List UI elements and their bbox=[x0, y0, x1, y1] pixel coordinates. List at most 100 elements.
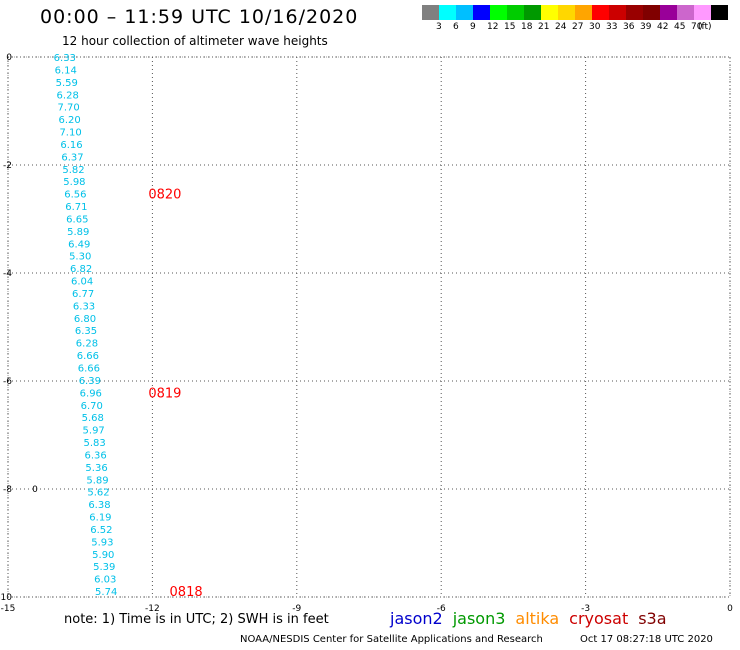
wave-height-label: 6.56 bbox=[64, 190, 86, 201]
legend-label: 30 bbox=[589, 22, 601, 32]
legend-label: 42 bbox=[657, 22, 669, 32]
wave-height-label: 5.30 bbox=[69, 252, 91, 263]
legend-label: 70 bbox=[691, 22, 703, 32]
mission-label: jason3 bbox=[452, 609, 506, 628]
wave-height-label: 5.89 bbox=[86, 475, 108, 486]
legend-swatch bbox=[626, 5, 643, 20]
wave-height-label: 6.03 bbox=[94, 575, 116, 586]
wave-height-label: 6.66 bbox=[78, 364, 100, 375]
chart-subtitle: 12 hour collection of altimeter wave hei… bbox=[62, 34, 328, 48]
wave-height-label: 6.37 bbox=[61, 152, 83, 163]
wave-height-label: 6.04 bbox=[71, 277, 93, 288]
legend-label: 27 bbox=[572, 22, 584, 32]
wave-height-label: 6.36 bbox=[84, 450, 106, 461]
x-tick-label: -6 bbox=[437, 604, 446, 614]
legend-label: 36 bbox=[623, 22, 635, 32]
legend-label: 3 bbox=[436, 22, 442, 32]
legend-swatch bbox=[456, 5, 473, 20]
wave-height-label: 5.39 bbox=[93, 562, 115, 573]
legend-swatch bbox=[643, 5, 660, 20]
wave-height-label: 5.97 bbox=[83, 426, 105, 437]
legend-swatch bbox=[592, 5, 609, 20]
wave-height-label: 6.28 bbox=[57, 90, 79, 101]
legend-swatch bbox=[558, 5, 575, 20]
legend-label: 18 bbox=[521, 22, 533, 32]
wave-height-label: 5.68 bbox=[82, 413, 104, 424]
wave-height-label: 6.33 bbox=[73, 301, 95, 312]
legend-swatch bbox=[507, 5, 524, 20]
wave-height-label: 6.49 bbox=[68, 239, 90, 250]
credit-line: NOAA/NESDIS Center for Satellite Applica… bbox=[240, 634, 543, 645]
wave-height-label: 5.36 bbox=[85, 463, 107, 474]
wave-height-label: 5.74 bbox=[95, 587, 117, 598]
wave-height-label: 6.39 bbox=[79, 376, 101, 387]
legend-swatch bbox=[439, 5, 456, 20]
footnote: note: 1) Time is in UTC; 2) SWH is in fe… bbox=[64, 612, 329, 627]
legend-label: 15 bbox=[504, 22, 516, 32]
wave-height-label: 5.93 bbox=[91, 537, 113, 548]
time-label: 0818 bbox=[170, 585, 203, 600]
x-tick-label: -15 bbox=[1, 604, 16, 614]
point-marker: 0 bbox=[32, 485, 38, 495]
legend-label: 21 bbox=[538, 22, 550, 32]
mission-label: cryosat bbox=[569, 609, 629, 628]
wave-height-label: 6.82 bbox=[70, 264, 92, 275]
wave-height-label: 6.77 bbox=[72, 289, 94, 300]
legend-label: 39 bbox=[640, 22, 652, 32]
wave-height-label: 6.16 bbox=[60, 140, 82, 151]
x-tick-label: 0 bbox=[727, 604, 733, 614]
time-label: 0819 bbox=[148, 386, 181, 401]
wave-height-label: 6.14 bbox=[55, 65, 77, 76]
wave-height-label: 6.20 bbox=[58, 115, 80, 126]
y-tick-label: -2 bbox=[3, 161, 12, 171]
time-label: 0820 bbox=[148, 188, 181, 203]
x-tick-label: -9 bbox=[292, 604, 301, 614]
wave-height-label: 6.33 bbox=[54, 53, 76, 64]
y-tick-label: -8 bbox=[3, 485, 12, 495]
legend-label: 33 bbox=[606, 22, 618, 32]
wave-height-label: 5.89 bbox=[67, 227, 89, 238]
generated-timestamp: Oct 17 08:27:18 UTC 2020 bbox=[580, 634, 713, 645]
legend-swatch bbox=[473, 5, 490, 20]
mission-label: s3a bbox=[638, 609, 667, 628]
mission-legend: jason2 jason3 altika cryosat s3a bbox=[390, 609, 677, 628]
legend-swatch bbox=[660, 5, 677, 20]
y-tick-label: -10 bbox=[0, 593, 12, 603]
mission-label: altika bbox=[515, 609, 560, 628]
legend-label: 9 bbox=[470, 22, 476, 32]
wave-height-label: 5.83 bbox=[84, 438, 106, 449]
wave-height-label: 7.10 bbox=[59, 128, 81, 139]
wave-height-label: 6.35 bbox=[75, 326, 97, 337]
wave-height-label: 5.90 bbox=[92, 550, 114, 561]
wave-height-label: 5.62 bbox=[87, 488, 109, 499]
wave-height-label: 6.66 bbox=[77, 351, 99, 362]
mission-label: jason2 bbox=[390, 609, 443, 628]
x-tick-label: -12 bbox=[145, 604, 160, 614]
wave-height-label: 6.19 bbox=[89, 513, 111, 524]
wave-height-label: 5.82 bbox=[62, 165, 84, 176]
legend-swatch bbox=[694, 5, 711, 20]
wave-height-label: 6.80 bbox=[74, 314, 96, 325]
wave-height-label: 6.71 bbox=[65, 202, 87, 213]
wave-height-label: 6.65 bbox=[66, 214, 88, 225]
wave-height-label: 6.38 bbox=[88, 500, 110, 511]
wave-height-label: 6.28 bbox=[76, 339, 98, 350]
y-tick-label: -6 bbox=[3, 377, 12, 387]
legend-swatch bbox=[609, 5, 626, 20]
y-tick-label: -4 bbox=[3, 269, 12, 279]
legend-label: 24 bbox=[555, 22, 567, 32]
wave-height-label: 6.52 bbox=[90, 525, 112, 536]
legend-swatch bbox=[524, 5, 541, 20]
legend-label: 45 bbox=[674, 22, 686, 32]
wave-height-label: 5.59 bbox=[56, 78, 78, 89]
color-scale-legend: 3 6 9 12 15 18 21 24 27 30 33 36 39 42 45 70 (ft) bbox=[422, 5, 728, 37]
legend-label: 12 bbox=[487, 22, 499, 32]
legend-label: 6 bbox=[453, 22, 459, 32]
legend-swatch bbox=[422, 5, 439, 20]
legend-swatch bbox=[575, 5, 592, 20]
legend-swatch bbox=[541, 5, 558, 20]
legend-swatch bbox=[490, 5, 507, 20]
y-tick-label: 0 bbox=[6, 53, 12, 63]
legend-unit: (ft) bbox=[698, 22, 712, 32]
